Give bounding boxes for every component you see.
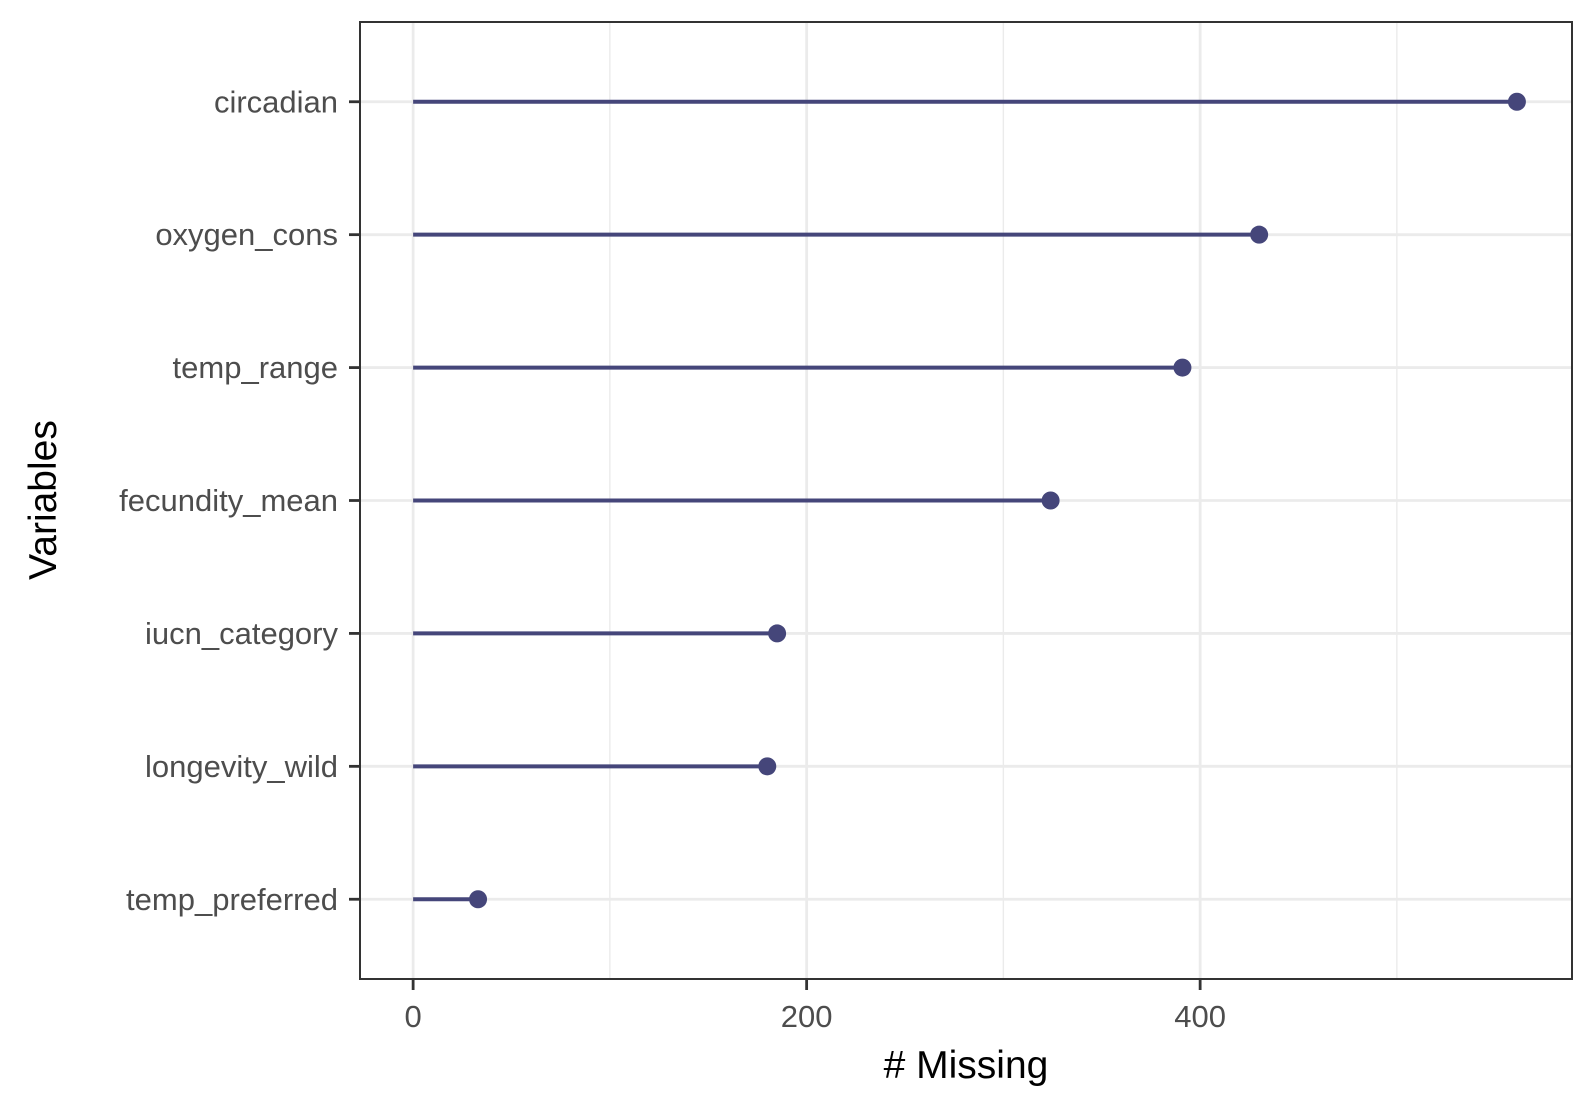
lollipop-point	[1173, 358, 1192, 377]
y-tick-label: longevity_wild	[145, 749, 338, 784]
y-tick-label: circadian	[214, 84, 338, 119]
data-marks	[413, 92, 1526, 909]
lollipop-point	[1041, 491, 1060, 510]
lollipop-point	[768, 624, 787, 643]
x-axis-title: # Missing	[884, 1044, 1049, 1087]
lollipop-point	[758, 757, 777, 776]
lollipop-point	[469, 890, 488, 909]
lollipop-point	[1507, 92, 1526, 111]
y-tick-label: iucn_category	[145, 616, 339, 651]
y-tick-label: oxygen_cons	[155, 217, 338, 252]
lollipop-point	[1250, 225, 1269, 244]
y-tick-label: temp_range	[173, 350, 338, 385]
x-tick-label: 0	[404, 999, 421, 1034]
y-tick-label: temp_preferred	[126, 882, 338, 917]
y-tick-label: fecundity_mean	[119, 483, 338, 518]
x-tick-label: 200	[781, 999, 833, 1034]
y-axis-title: Variables	[22, 420, 65, 580]
x-tick-label: 400	[1174, 999, 1226, 1034]
axes: circadian oxygen_cons temp_range fecundity_…	[119, 84, 1226, 1034]
